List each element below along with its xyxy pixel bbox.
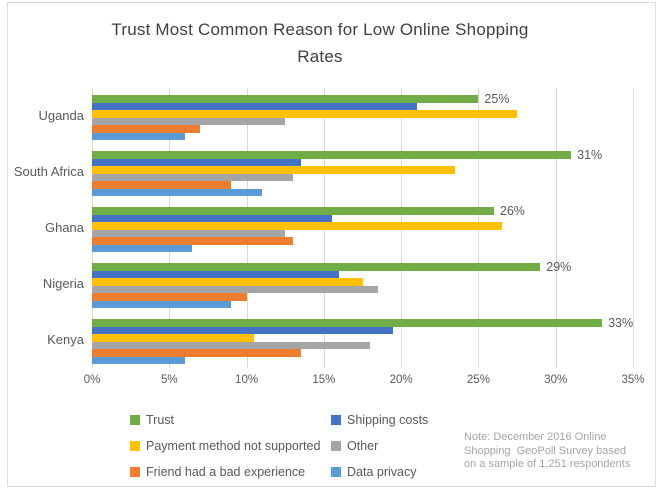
source-note-line: Note: December 2016 Online <box>464 431 607 443</box>
data-label: 31% <box>577 147 603 162</box>
bar-shipping-costs <box>92 102 417 110</box>
bar-group-uganda: 25% <box>92 88 633 144</box>
legend-swatch-icon <box>331 441 341 451</box>
bar-other <box>92 173 293 181</box>
legend-label: Shipping costs <box>347 413 429 427</box>
plot-area: 25% 31% 26% 29% 33% <box>92 88 634 368</box>
category-label-nigeria: Nigeria <box>42 276 84 291</box>
chart-title-line1: Trust Most Common Reason for Low Online … <box>111 20 529 39</box>
legend-label: Trust <box>146 413 175 427</box>
x-tick-label: 0% <box>83 374 101 386</box>
bar-friend-had-a-bad-experience <box>92 181 232 189</box>
bar-group-nigeria: 29% <box>92 256 633 312</box>
bar-shipping-costs <box>92 270 340 278</box>
chart-title-line2: Rates <box>297 47 343 66</box>
bar-shipping-costs <box>92 326 394 334</box>
bar-group-ghana: 26% <box>92 200 633 256</box>
bar-payment-method-not-supported <box>92 334 255 342</box>
legend-label: Friend had a bad experience <box>146 465 306 479</box>
bar-group-kenya: 33% <box>92 312 633 368</box>
legend-label: Data privacy <box>347 465 417 479</box>
bar-trust <box>92 319 603 327</box>
category-label-south-africa: South Africa <box>13 164 84 179</box>
legend-item-friend-had-a-bad-experience: Friend had a bad experience <box>130 465 331 479</box>
bar-friend-had-a-bad-experience <box>92 237 293 245</box>
bar-other <box>92 285 378 293</box>
bar-payment-method-not-supported <box>92 110 518 118</box>
legend-label: Other <box>347 439 379 453</box>
legend-item-trust: Trust <box>130 413 331 427</box>
bar-group-south-africa: 31% <box>92 144 633 200</box>
category-label-ghana: Ghana <box>44 220 84 235</box>
bar-shipping-costs <box>92 158 301 166</box>
x-tick-label: 20% <box>389 374 413 386</box>
x-tick-label: 30% <box>544 374 568 386</box>
legend-item-shipping-costs: Shipping costs <box>331 413 428 427</box>
data-label: 33% <box>608 315 634 330</box>
bar-payment-method-not-supported <box>92 166 456 174</box>
bar-payment-method-not-supported <box>92 222 502 230</box>
bar-data-privacy <box>92 300 232 308</box>
x-axis: 0% 5% 10% 15% 20% 25% 30% 35% <box>84 374 645 390</box>
gridline-35% <box>633 88 634 368</box>
x-tick-label: 15% <box>312 374 336 386</box>
x-tick-label: 10% <box>235 374 259 386</box>
bar-other <box>92 341 371 349</box>
chart-title: Trust Most Common Reason for Low Online … <box>10 16 630 70</box>
data-label: 25% <box>484 91 510 106</box>
legend-row: Friend had a bad experience Data privacy <box>130 459 440 485</box>
source-note: Note: December 2016 Online Shopping GeoPo… <box>464 431 650 472</box>
x-tick-label: 25% <box>466 374 490 386</box>
legend: Trust Shipping costs Payment method not su… <box>130 407 440 485</box>
bar-data-privacy <box>92 356 185 364</box>
legend-swatch-icon <box>130 415 140 425</box>
category-label-kenya: Kenya <box>47 332 84 347</box>
source-note-line: Shopping GeoPoll Survey based <box>464 444 627 457</box>
legend-swatch-icon <box>331 415 341 425</box>
bar-payment-method-not-supported <box>92 278 363 286</box>
x-tick-label: 35% <box>621 374 645 386</box>
bar-trust <box>92 151 572 159</box>
bar-friend-had-a-bad-experience <box>92 293 247 301</box>
bar-friend-had-a-bad-experience <box>92 125 201 133</box>
source-note-line: on a sample of 1,251 respondents <box>464 458 631 470</box>
bar-friend-had-a-bad-experience <box>92 349 301 357</box>
bar-trust <box>92 263 541 271</box>
gridline-30% <box>555 88 557 368</box>
legend-swatch-icon <box>130 467 140 477</box>
category-axis: Uganda South Africa Ghana Nigeria Kenya <box>0 88 84 368</box>
legend-row: Payment method not supported Other <box>130 433 440 459</box>
legend-label: Payment method not supported <box>146 439 321 453</box>
legend-swatch-icon <box>130 441 140 451</box>
bar-trust <box>92 207 494 215</box>
legend-row: Trust Shipping costs <box>130 407 440 433</box>
legend-item-data-privacy: Data privacy <box>331 465 416 479</box>
legend-item-payment-method-not-supported: Payment method not supported <box>130 439 331 453</box>
bar-data-privacy <box>92 188 263 196</box>
data-label: 29% <box>546 259 572 274</box>
bar-trust <box>92 95 479 103</box>
bar-data-privacy <box>92 132 185 140</box>
bar-other <box>92 229 286 237</box>
bar-data-privacy <box>92 244 193 252</box>
data-label: 26% <box>499 203 525 218</box>
bar-shipping-costs <box>92 214 332 222</box>
legend-item-other: Other <box>331 439 378 453</box>
legend-swatch-icon <box>331 467 341 477</box>
x-tick-label: 5% <box>160 374 178 386</box>
bar-other <box>92 117 286 125</box>
category-label-uganda: Uganda <box>38 108 84 123</box>
